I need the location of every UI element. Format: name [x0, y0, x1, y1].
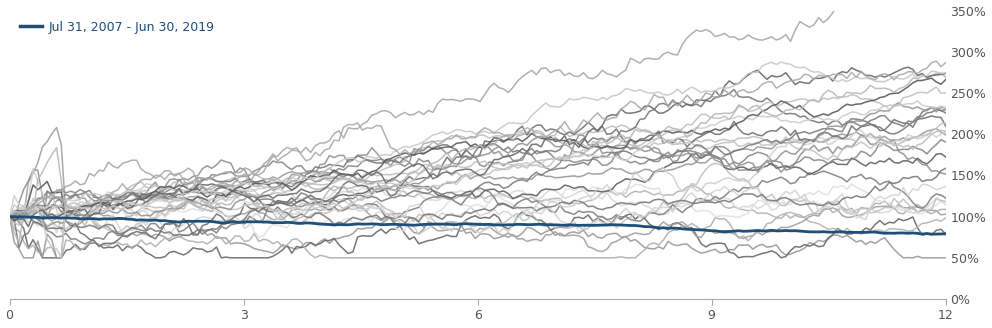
- Jul 31, 2007 - Jun 30, 2019: [178, 220, 189, 224]
- Jul 31, 2007 - Jun 30, 2019: [61, 216, 72, 220]
- Jul 31, 2007 - Jun 30, 2019: [939, 232, 951, 236]
- Jul 31, 2007 - Jun 30, 2019: [253, 220, 265, 224]
- Jul 31, 2007 - Jun 30, 2019: [926, 232, 937, 236]
- Jul 31, 2007 - Jun 30, 2019: [42, 216, 54, 220]
- Line: Jul 31, 2007 - Jun 30, 2019: Jul 31, 2007 - Jun 30, 2019: [10, 216, 945, 234]
- Legend: Jul 31, 2007 - Jun 30, 2019: Jul 31, 2007 - Jun 30, 2019: [16, 17, 218, 37]
- Jul 31, 2007 - Jun 30, 2019: [860, 230, 872, 234]
- Jul 31, 2007 - Jun 30, 2019: [4, 215, 16, 218]
- Jul 31, 2007 - Jun 30, 2019: [893, 231, 905, 235]
